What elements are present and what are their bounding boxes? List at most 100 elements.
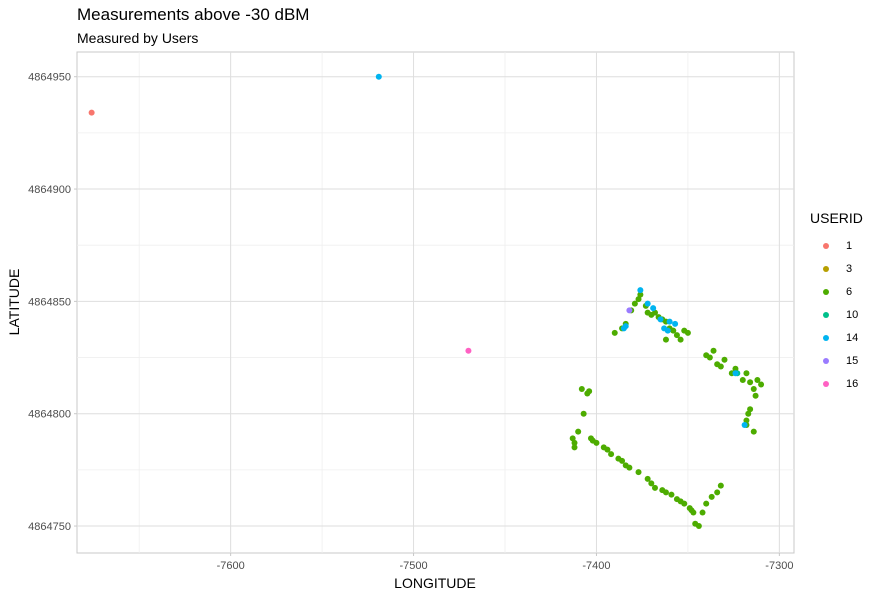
data-point-user-1	[88, 109, 95, 116]
legend-item-14: 14	[810, 326, 863, 349]
data-point-user-6	[732, 365, 739, 372]
legend-label: 14	[846, 331, 859, 344]
x-tick-label: -7300	[765, 560, 793, 572]
y-tick-label: 4864850	[28, 296, 71, 308]
data-point-user-6	[717, 363, 724, 370]
data-point-user-6	[739, 377, 746, 384]
x-tick-label: -7500	[399, 560, 427, 572]
data-point-user-6	[604, 446, 611, 453]
data-point-user-6	[569, 435, 576, 442]
legend-label: 16	[846, 377, 859, 390]
data-point-user-6	[619, 457, 626, 464]
data-point-user-6	[758, 381, 765, 388]
data-point-user-6	[593, 439, 600, 446]
data-point-user-14	[622, 323, 629, 330]
data-point-user-6	[571, 444, 578, 451]
data-point-user-14	[672, 320, 679, 327]
data-point-user-6	[708, 493, 715, 500]
data-point-user-6	[714, 489, 721, 496]
legend-item-15: 15	[810, 349, 863, 372]
data-point-user-6	[637, 291, 644, 298]
legend-label: 15	[846, 354, 859, 367]
legend-swatch	[823, 288, 829, 295]
data-point-user-6	[635, 296, 642, 303]
data-point-user-6	[662, 336, 669, 343]
data-point-user-6	[580, 410, 587, 417]
legend-item-16: 16	[810, 372, 863, 395]
y-tick-label: 4864950	[28, 72, 71, 84]
major-gridlines	[77, 52, 794, 553]
legend-swatch	[823, 334, 829, 341]
data-point-user-14	[732, 370, 739, 377]
data-point-user-6	[690, 509, 697, 516]
data-point-user-6	[611, 329, 618, 336]
data-point-user-6	[750, 428, 757, 435]
legend-item-1: 1	[810, 234, 863, 257]
data-point-user-6	[743, 417, 750, 424]
data-point-user-6	[668, 491, 675, 498]
y-tick-label: 4864900	[28, 184, 71, 196]
data-point-user-6	[743, 370, 750, 377]
data-point-user-14	[375, 73, 382, 80]
data-point-user-6	[644, 475, 651, 482]
minor-gridlines	[77, 52, 794, 553]
legend-swatch	[823, 242, 829, 249]
data-point-user-14	[666, 318, 673, 325]
data-point-user-14	[644, 300, 651, 307]
data-point-user-6	[703, 500, 710, 507]
data-point-user-6	[648, 480, 655, 487]
data-point-user-6	[608, 451, 615, 458]
data-point-user-6	[747, 406, 754, 413]
data-point-user-6	[699, 509, 706, 516]
data-points	[88, 73, 765, 530]
data-point-user-6	[578, 385, 585, 392]
data-point-user-6	[586, 388, 593, 395]
legend-swatch	[823, 311, 829, 318]
y-axis-ticks: 4864750 4864800 4864850 4864900 4864950	[28, 72, 77, 533]
x-tick-label: -7600	[217, 560, 245, 572]
data-point-user-6	[754, 377, 761, 384]
x-tick-label: -7400	[582, 560, 610, 572]
data-point-user-6	[681, 500, 688, 507]
legend-item-10: 10	[810, 303, 863, 326]
y-tick-label: 4864800	[28, 409, 71, 421]
legend-item-3: 3	[810, 257, 863, 280]
data-point-user-16	[465, 347, 472, 354]
legend-swatch	[823, 265, 829, 272]
data-point-user-6	[706, 354, 713, 361]
legend-title: USERID	[810, 210, 863, 226]
data-point-user-14	[637, 287, 644, 294]
data-point-user-14	[650, 305, 657, 312]
data-point-user-6	[662, 489, 669, 496]
data-point-user-6	[677, 336, 684, 343]
legend-swatch	[823, 380, 829, 387]
x-axis-title: LONGITUDE	[394, 575, 476, 591]
data-point-user-6	[710, 347, 717, 354]
data-point-user-6	[673, 332, 680, 339]
data-point-user-6	[635, 469, 642, 476]
data-point-user-6	[670, 327, 677, 334]
data-point-user-6	[695, 523, 702, 530]
data-point-user-15	[626, 307, 633, 314]
data-point-user-6	[747, 379, 754, 386]
data-point-user-6	[750, 385, 757, 392]
legend-swatch	[823, 357, 829, 364]
data-point-user-6	[651, 484, 658, 491]
legend-label: 6	[846, 285, 853, 298]
data-point-user-6	[717, 482, 724, 489]
data-point-user-6	[651, 309, 658, 316]
legend-item-6: 6	[810, 280, 863, 303]
legend: USERID 1 3 6 10 14 15 16	[810, 210, 863, 395]
data-point-user-6	[575, 428, 582, 435]
data-point-user-6	[631, 300, 638, 307]
plot-panel	[76, 51, 795, 554]
legend-items: 1 3 6 10 14 15 16	[810, 234, 863, 395]
legend-label: 1	[846, 239, 853, 252]
legend-label: 10	[846, 308, 859, 321]
data-point-user-6	[684, 329, 691, 336]
data-point-user-6	[752, 392, 759, 399]
y-tick-label: 4864750	[28, 521, 71, 533]
data-point-user-6	[745, 410, 752, 417]
data-point-user-14	[657, 316, 664, 323]
